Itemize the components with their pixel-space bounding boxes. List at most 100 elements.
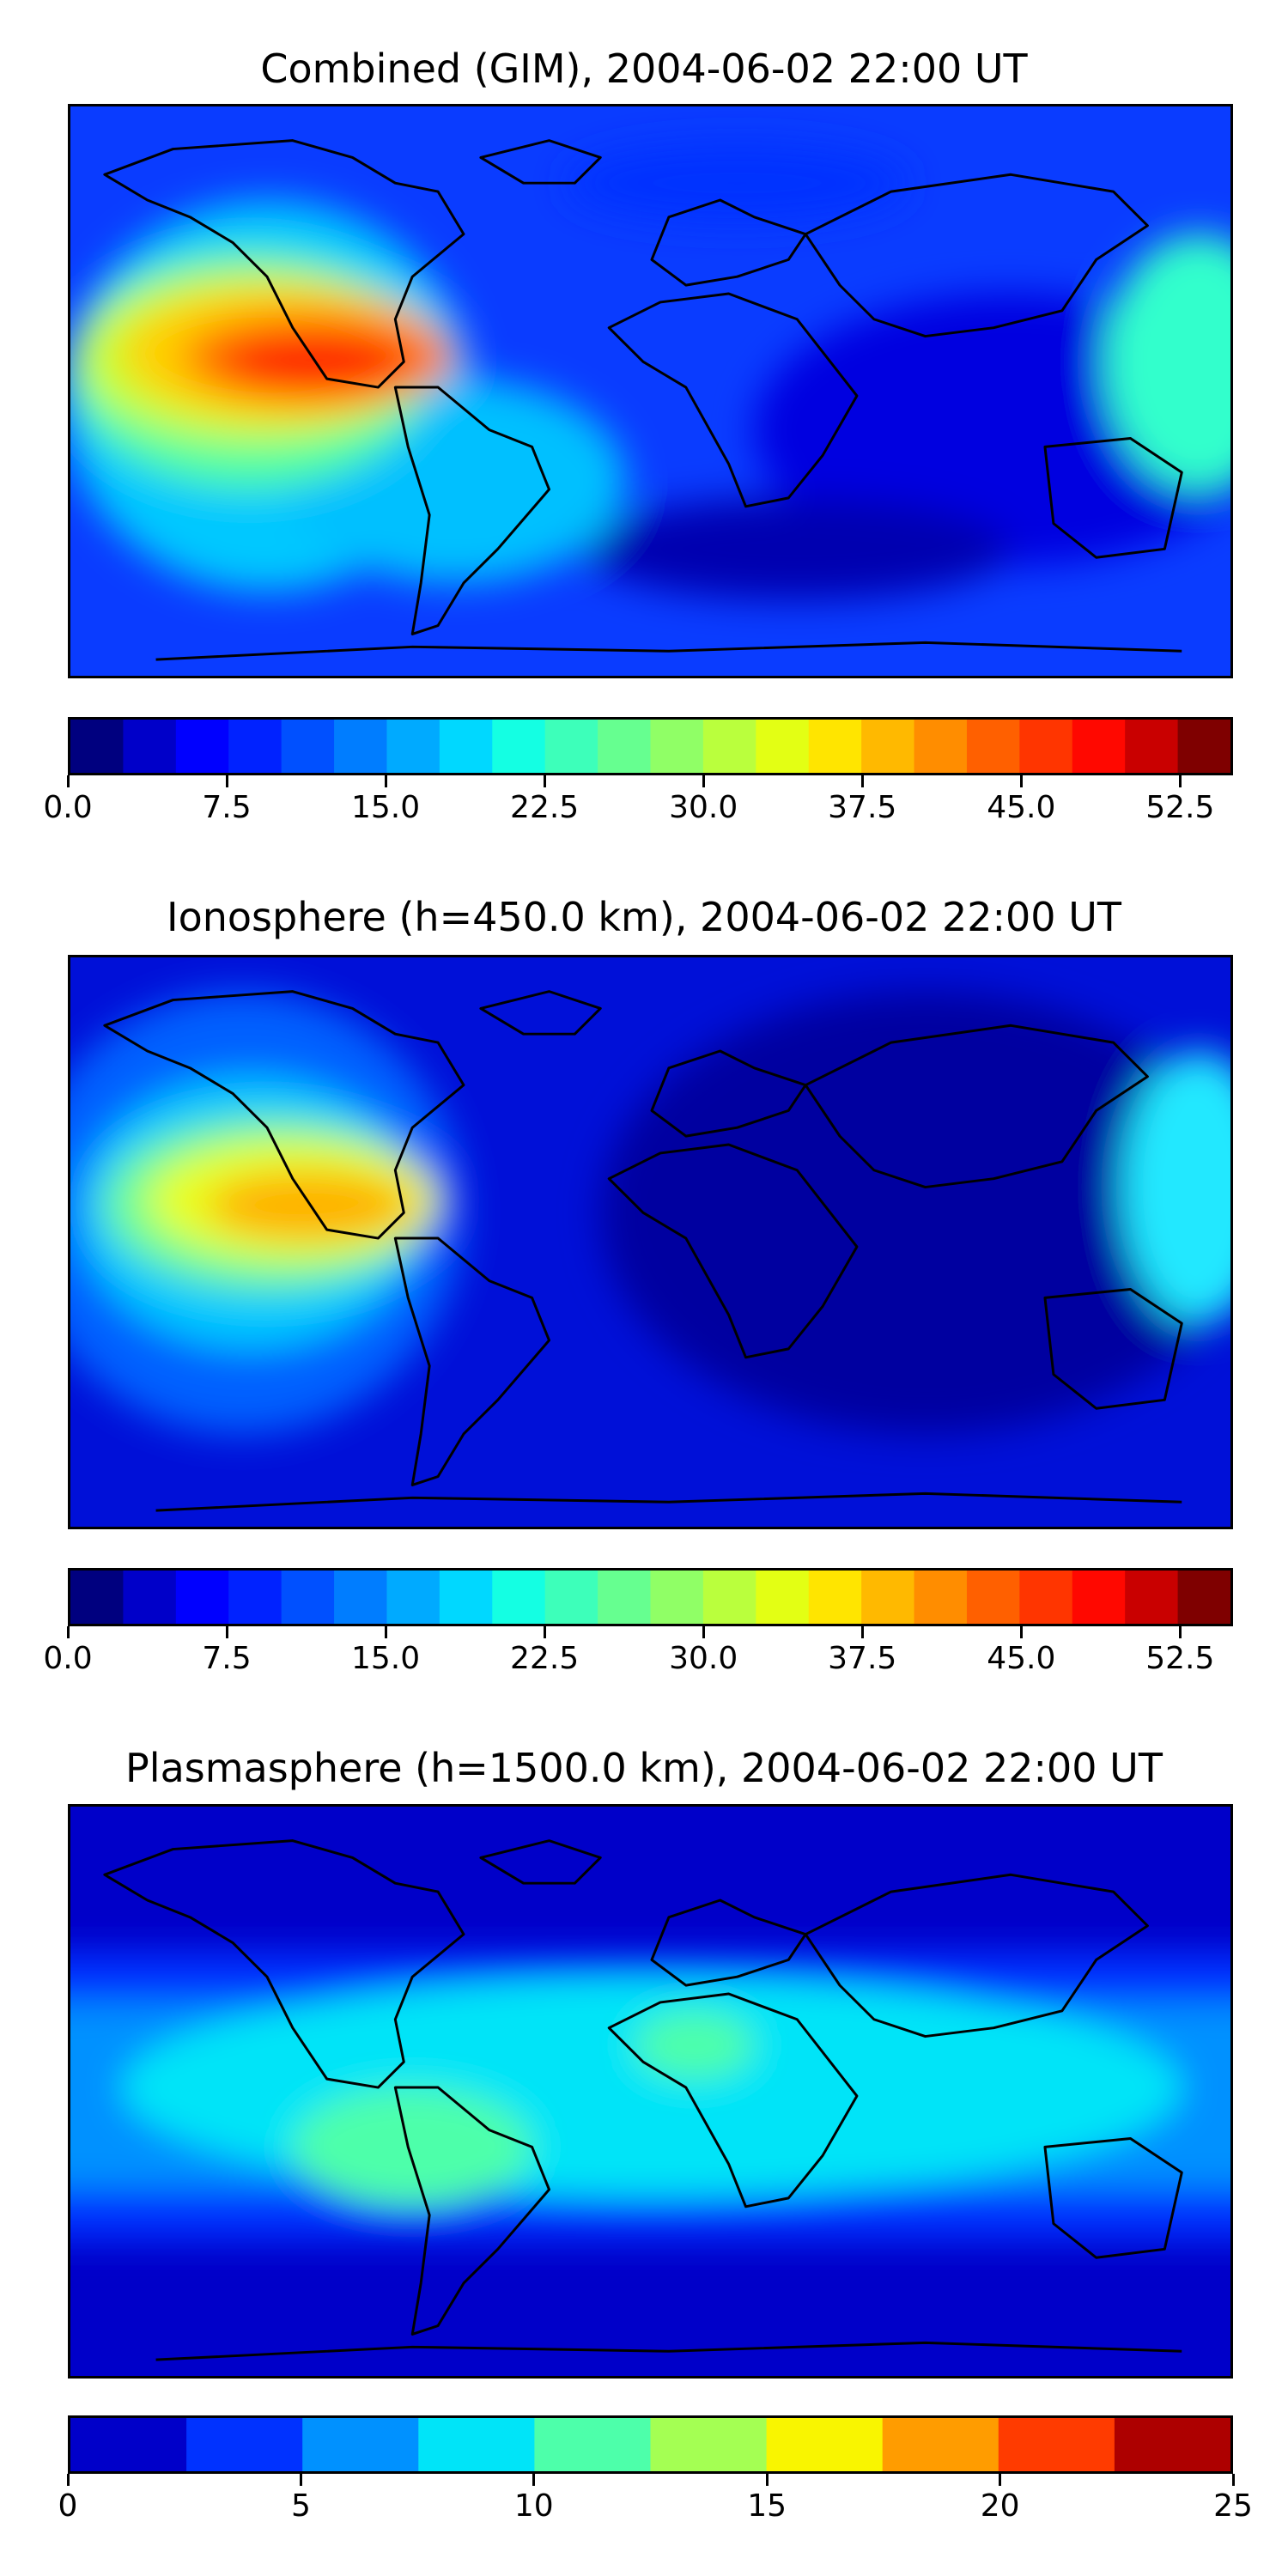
colorbar-segment bbox=[1072, 720, 1126, 773]
colorbar-plasmasphere-svg bbox=[70, 2418, 1230, 2471]
colorbar-segment bbox=[386, 720, 440, 773]
colorbar-tick-label: 7.5 bbox=[202, 1641, 252, 1676]
colorbar-segment bbox=[998, 2418, 1115, 2471]
colorbar-segment bbox=[1114, 2418, 1230, 2471]
colorbar-tick bbox=[532, 2474, 536, 2486]
colorbar-tick bbox=[66, 1626, 70, 1638]
colorbar-tick bbox=[860, 775, 864, 787]
colorbar-segment bbox=[123, 1571, 177, 1624]
colorbar-tick bbox=[66, 775, 70, 787]
colorbar-segment bbox=[123, 720, 177, 773]
colorbar-segment bbox=[766, 2418, 884, 2471]
colorbar-segment bbox=[186, 2418, 303, 2471]
colorbar-tick bbox=[1231, 2474, 1235, 2486]
colorbar-combined bbox=[68, 717, 1233, 775]
colorbar-segment bbox=[492, 1571, 546, 1624]
coastlines bbox=[103, 990, 1183, 1512]
colorbar-tick-label: 0.0 bbox=[43, 1641, 93, 1676]
colorbar-tick bbox=[1019, 1626, 1023, 1638]
colorbar-tick bbox=[225, 1626, 228, 1638]
map-plasmasphere-svg bbox=[70, 1807, 1230, 2376]
colorbar-segment bbox=[966, 720, 1020, 773]
colorbar-segment bbox=[386, 1571, 440, 1624]
colorbar-segment bbox=[882, 2418, 999, 2471]
colorbar-segment bbox=[334, 1571, 388, 1624]
colorbar-tick bbox=[702, 1626, 705, 1638]
coastlines bbox=[103, 1839, 1183, 2361]
colorbar-tick-label: 5 bbox=[290, 2488, 311, 2524]
colorbar-segment bbox=[1019, 1571, 1073, 1624]
colorbar-tick-label: 15.0 bbox=[351, 790, 421, 825]
colorbar-combined-svg bbox=[70, 720, 1230, 773]
panel-title-combined: Combined (GIM), 2004-06-02 22:00 UT bbox=[260, 46, 1028, 92]
colorbar-tick bbox=[543, 775, 546, 787]
colorbar-tick-label: 10 bbox=[513, 2488, 554, 2524]
colorbar-tick-label: 52.5 bbox=[1145, 790, 1215, 825]
map-ionosphere bbox=[68, 955, 1233, 1529]
colorbar-segment bbox=[70, 2418, 187, 2471]
map-combined-svg bbox=[70, 106, 1230, 676]
colorbar-segment bbox=[1072, 1571, 1126, 1624]
colorbar-segment bbox=[1019, 720, 1073, 773]
colorbar-segment bbox=[756, 1571, 810, 1624]
colorbar-segment bbox=[1125, 1571, 1179, 1624]
colorbar-tick bbox=[1178, 775, 1182, 787]
colorbar-tick-label: 15.0 bbox=[351, 1641, 421, 1676]
colorbar-tick bbox=[860, 1626, 864, 1638]
colorbar-segment bbox=[70, 720, 125, 773]
colorbar-ionosphere-svg bbox=[70, 1571, 1230, 1624]
colorbar-tick-label: 45.0 bbox=[987, 790, 1056, 825]
colorbar-tick bbox=[543, 1626, 546, 1638]
colorbar-tick-label: 22.5 bbox=[510, 1641, 580, 1676]
colorbar-segment bbox=[650, 720, 704, 773]
colorbar-tick-label: 30.0 bbox=[669, 790, 738, 825]
colorbar-segment bbox=[281, 720, 335, 773]
colorbar-tick bbox=[765, 2474, 769, 2486]
map-combined bbox=[68, 104, 1233, 678]
colorbar-tick bbox=[66, 2474, 70, 2486]
colorbar-tick bbox=[1019, 775, 1023, 787]
colorbar-segment bbox=[808, 1571, 862, 1624]
colorbar-segment bbox=[175, 1571, 229, 1624]
colorbar-segment bbox=[650, 2418, 768, 2471]
colorbar-segment bbox=[702, 720, 756, 773]
colorbar-segment bbox=[492, 720, 546, 773]
colorbar-segment bbox=[756, 720, 810, 773]
colorbar-tick-label: 0.0 bbox=[43, 790, 93, 825]
colorbar-segment bbox=[70, 1571, 125, 1624]
colorbar-tick bbox=[702, 775, 705, 787]
colorbar-tick bbox=[299, 2474, 302, 2486]
colorbar-segment bbox=[966, 1571, 1020, 1624]
map-plasmasphere bbox=[68, 1804, 1233, 2379]
colorbar-segment bbox=[1177, 720, 1230, 773]
colorbar-ionosphere bbox=[68, 1568, 1233, 1626]
colorbar-segment bbox=[914, 1571, 968, 1624]
coastlines bbox=[103, 139, 1183, 661]
colorbar-tick bbox=[384, 1626, 387, 1638]
colorbar-segment bbox=[1125, 720, 1179, 773]
colorbar-tick-label: 37.5 bbox=[828, 790, 897, 825]
colorbar-segment bbox=[914, 720, 968, 773]
colorbar-segment bbox=[439, 1571, 493, 1624]
colorbar-segment bbox=[334, 720, 388, 773]
colorbar-tick bbox=[1178, 1626, 1182, 1638]
colorbar-tick-label: 30.0 bbox=[669, 1641, 738, 1676]
colorbar-tick-label: 20 bbox=[980, 2488, 1020, 2524]
colorbar-tick-label: 52.5 bbox=[1145, 1641, 1215, 1676]
colorbar-tick-label: 0 bbox=[58, 2488, 78, 2524]
colorbar-tick-label: 15 bbox=[747, 2488, 787, 2524]
colorbar-segment bbox=[598, 720, 652, 773]
colorbar-segment bbox=[228, 720, 283, 773]
colorbar-segment bbox=[808, 720, 862, 773]
colorbar-tick bbox=[225, 775, 228, 787]
colorbar-tick-label: 25 bbox=[1213, 2488, 1253, 2524]
colorbar-segment bbox=[598, 1571, 652, 1624]
colorbar-tick-label: 37.5 bbox=[828, 1641, 897, 1676]
colorbar-segment bbox=[534, 2418, 652, 2471]
colorbar-segment bbox=[861, 1571, 915, 1624]
colorbar-segment bbox=[228, 1571, 283, 1624]
colorbar-segment bbox=[175, 720, 229, 773]
colorbar-segment bbox=[544, 720, 598, 773]
colorbar-segment bbox=[650, 1571, 704, 1624]
colorbar-tick bbox=[999, 2474, 1002, 2486]
